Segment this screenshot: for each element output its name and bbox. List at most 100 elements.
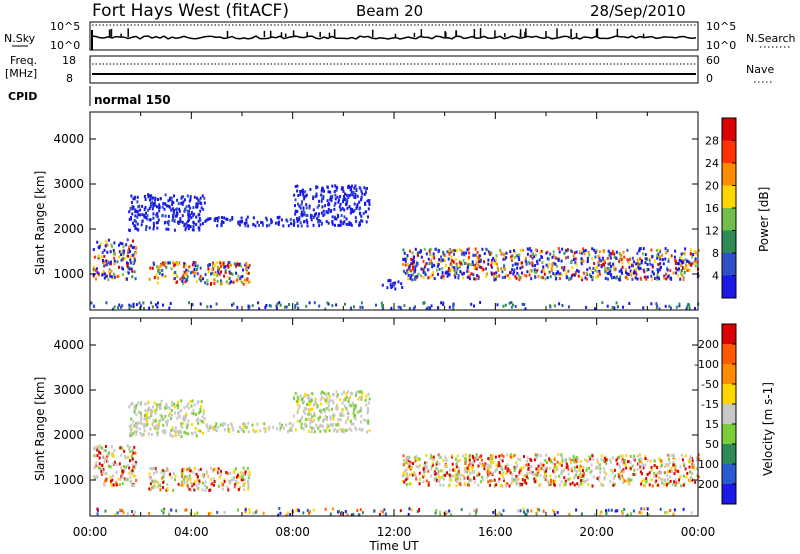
echo-cell <box>355 428 358 432</box>
echo-cell <box>360 428 363 432</box>
echo-cell <box>403 458 405 462</box>
echo-cell <box>92 265 95 269</box>
echo-cell <box>173 228 176 232</box>
echo-cell <box>102 470 104 474</box>
echo-cell <box>323 212 326 216</box>
echo-cell <box>216 510 219 514</box>
echo-cell <box>674 484 677 487</box>
echo-cell <box>455 258 458 261</box>
echo-cell <box>561 458 564 462</box>
echo-cell <box>626 277 629 281</box>
echo-cell <box>477 256 480 260</box>
echo-cell <box>610 276 613 280</box>
echo-cell <box>199 419 202 422</box>
echo-cell <box>659 507 662 511</box>
echo-cell <box>124 277 127 281</box>
echo-cell <box>670 254 673 258</box>
echo-cell <box>541 261 544 264</box>
echo-cell <box>459 262 462 266</box>
echo-cell <box>472 263 475 267</box>
echo-cell <box>327 392 330 396</box>
echo-cell <box>180 409 183 412</box>
echo-cell <box>196 202 199 206</box>
echo-cell <box>242 483 245 487</box>
echo-cell <box>572 455 575 458</box>
echo-cell <box>300 202 303 206</box>
echo-cell <box>125 261 128 265</box>
echo-cell <box>365 394 368 398</box>
echo-cell <box>239 471 242 475</box>
echo-cell <box>121 471 124 475</box>
echo-cell <box>342 200 344 204</box>
echo-cell <box>546 461 548 464</box>
echo-cell <box>533 477 536 481</box>
echo-cell <box>588 266 591 270</box>
echo-cell <box>445 464 448 468</box>
echo-cell <box>596 476 599 480</box>
echo-cell <box>419 478 422 481</box>
echo-cell <box>640 466 643 469</box>
echo-cell <box>530 269 533 273</box>
echo-cell <box>553 482 555 486</box>
echo-cell <box>379 509 382 513</box>
echo-cell <box>680 252 683 256</box>
echo-cell <box>344 510 347 514</box>
echo-cell <box>233 470 236 474</box>
echo-cell <box>588 466 591 470</box>
echo-cell <box>460 249 463 253</box>
echo-cell <box>343 390 345 394</box>
echo-cell <box>506 469 509 473</box>
echo-cell <box>521 483 524 486</box>
echo-cell <box>418 482 421 486</box>
echo-cell <box>134 277 137 281</box>
echo-cell <box>420 267 423 271</box>
echo-cell <box>131 212 134 216</box>
echo-cell <box>455 262 458 266</box>
echo-cell <box>292 397 295 401</box>
echo-cell <box>559 272 562 276</box>
echo-cell <box>580 257 583 261</box>
echo-cell <box>585 467 588 471</box>
echo-cell <box>592 475 595 479</box>
echo-cell <box>185 221 188 225</box>
echo-cell <box>581 479 584 482</box>
echo-cell <box>111 307 114 311</box>
echo-cell <box>317 426 320 430</box>
echo-cell <box>383 513 386 517</box>
echo-cell <box>350 190 353 194</box>
echo-cell <box>530 277 533 281</box>
echo-cell <box>415 477 418 481</box>
echo-cell <box>552 479 555 483</box>
echo-cell <box>685 475 688 479</box>
echo-cell <box>693 261 696 265</box>
echo-cell <box>577 274 580 278</box>
echo-cell <box>633 271 635 275</box>
echo-cell <box>490 454 493 457</box>
echo-cell <box>148 207 151 210</box>
echo-cell <box>315 423 318 427</box>
echo-cell <box>405 468 408 472</box>
echo-cell <box>156 265 159 268</box>
echo-cell <box>383 508 386 512</box>
echo-cell <box>656 276 659 279</box>
echo-cell <box>95 277 97 281</box>
echo-cell <box>130 423 133 427</box>
echo-cell <box>102 467 105 471</box>
echo-cell <box>628 302 631 305</box>
echo-cell <box>517 473 520 477</box>
echo-cell <box>354 216 357 220</box>
echo-cell <box>412 265 414 269</box>
echo-cell <box>512 303 514 307</box>
echo-cell <box>533 255 536 259</box>
echo-cell <box>289 513 292 516</box>
echo-cell <box>149 467 152 470</box>
echo-cell <box>597 270 600 274</box>
echo-cell <box>511 473 513 477</box>
echo-cell <box>516 262 519 266</box>
echo-cell <box>540 249 543 253</box>
echo-cell <box>132 484 135 487</box>
echo-cell <box>345 407 348 411</box>
echo-cell <box>644 275 647 279</box>
echo-cell <box>549 252 552 256</box>
time-tick-label: 00:00 <box>73 525 108 539</box>
